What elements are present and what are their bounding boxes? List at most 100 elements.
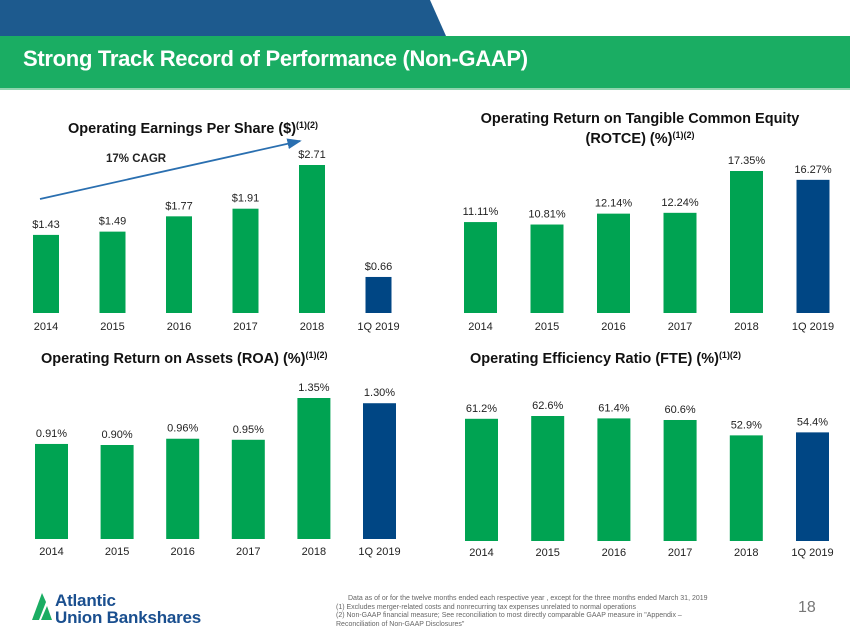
eps-x-tick-label: 2014 [34, 321, 58, 333]
efficiency-x-tick-label: 1Q 2019 [791, 547, 833, 559]
eps-x-tick-label: 2017 [233, 321, 257, 333]
roa-bar-2017 [231, 439, 265, 539]
rotce-bar-2014 [464, 222, 497, 313]
rotce-bar-2017 [663, 212, 697, 313]
roa-chart-title: Operating Return on Assets (ROA) (%)(1)(… [41, 350, 328, 367]
footnote-1: (1) Excludes merger-related costs and no… [336, 603, 636, 611]
eps-bar-1q-2019 [365, 276, 392, 313]
rotce-value-label: 10.81% [528, 209, 566, 221]
efficiency-x-tick-label: 2016 [602, 547, 626, 559]
rotce-bar-2016 [597, 213, 630, 313]
roa-value-label: 1.35% [298, 382, 329, 394]
rotce-x-tick-label: 1Q 2019 [792, 321, 834, 333]
efficiency-bar-2017 [663, 419, 697, 541]
efficiency-value-label: 61.4% [598, 402, 629, 414]
cagr-label: 17% CAGR [106, 153, 167, 165]
roa-x-tick-label: 2016 [170, 546, 194, 558]
rotce-bar-2018 [730, 171, 763, 313]
logo-mark-icon [32, 593, 52, 620]
efficiency-x-tick-label: 2014 [469, 547, 493, 559]
roa-x-tick-label: 2017 [236, 546, 260, 558]
efficiency-chart-title: Operating Efficiency Ratio (FTE) (%)(1)(… [470, 350, 741, 367]
efficiency-bar-2015 [531, 416, 565, 541]
company-logo: Atlantic Union Bankshares [55, 592, 201, 626]
eps-x-tick-label: 1Q 2019 [357, 321, 399, 333]
eps-bar-2015 [99, 231, 126, 313]
footnote-2: (2) Non-GAAP financial measure; See reco… [336, 612, 682, 619]
efficiency-x-tick-label: 2018 [734, 547, 758, 559]
efficiency-x-tick-label: 2017 [668, 547, 692, 559]
cagr-trend-arrow [39, 138, 302, 200]
rotce-value-label: 16.27% [794, 164, 832, 176]
roa-bar-1q-2019 [363, 403, 396, 539]
page-title: Strong Track Record of Performance (Non-… [23, 46, 528, 71]
roa-x-tick-label: 2018 [302, 546, 326, 558]
roa-x-tick-label: 2014 [39, 546, 63, 558]
logo-line1: Atlantic [55, 591, 116, 610]
rotce-x-tick-label: 2018 [734, 321, 758, 333]
eps-value-label: $1.91 [232, 193, 260, 205]
title-bar: Strong Track Record of Performance (Non-… [0, 36, 850, 90]
efficiency-bar-2014 [465, 418, 498, 541]
efficiency-value-label: 61.2% [466, 403, 497, 415]
roa-x-tick-label: 1Q 2019 [358, 546, 400, 558]
roa-bar-2018 [297, 398, 331, 539]
eps-chart-title: Operating Earnings Per Share ($)(1)(2) [68, 120, 318, 137]
roa-value-label: 1.30% [364, 387, 395, 399]
roa-bar-2014 [35, 443, 68, 539]
efficiency-bar-2018 [729, 435, 763, 541]
logo-line2: Union Bankshares [55, 608, 202, 627]
rotce-chart: 11.11% 2014 10.81% 2015 12.14% 2016 12.24% 2017… [463, 155, 834, 333]
roa-value-label: 0.95% [233, 424, 264, 436]
rotce-value-label: 11.11% [463, 206, 499, 218]
rotce-chart-title-line1: Operating Return on Tangible Common Equi… [481, 111, 800, 127]
eps-bar-2017 [232, 208, 259, 313]
efficiency-value-label: 54.4% [797, 416, 828, 428]
eps-value-label: $1.43 [32, 219, 60, 231]
efficiency-bar-1q-2019 [796, 432, 829, 541]
eps-bar-2018 [299, 165, 325, 313]
roa-bar-2015 [100, 445, 134, 539]
efficiency-value-label: 52.9% [731, 419, 762, 431]
page-number: 18 [798, 599, 816, 616]
eps-value-label: $0.66 [365, 261, 393, 273]
footnotes: Data as of or for the twelve months ende… [336, 595, 806, 629]
title-divider [0, 88, 850, 90]
rotce-value-label: 12.14% [595, 198, 633, 210]
roa-chart: 0.91% 2014 0.90% 2015 0.96% 2016 0.95% 2017 1.35… [35, 382, 401, 558]
rotce-x-tick-label: 2014 [468, 321, 492, 333]
roa-x-tick-label: 2015 [105, 546, 129, 558]
eps-x-tick-label: 2016 [167, 321, 191, 333]
rotce-bar-2015 [530, 224, 564, 313]
rotce-value-label: 17.35% [728, 155, 766, 167]
footnote-data-note: Data as of or for the twelve months ende… [348, 595, 708, 602]
efficiency-chart: 61.2% 2014 62.6% 2015 61.4% 2016 60.6% 2017 52.9… [465, 400, 834, 559]
bars-layer: $1.43 2014 $1.49 2015 $1.77 2016 $1.91 2017 $2.7… [32, 149, 834, 559]
eps-chart: $1.43 2014 $1.49 2015 $1.77 2016 $1.91 2017 $2.7… [32, 149, 399, 333]
footnote-2-cont: Reconciliation of Non-GAAP Disclosures" [336, 620, 465, 628]
rotce-chart-title-line2: (ROTCE) (%)(1)(2) [586, 130, 695, 147]
roa-value-label: 0.96% [167, 423, 198, 435]
rotce-x-tick-label: 2015 [535, 321, 559, 333]
rotce-bar-1q-2019 [796, 179, 830, 313]
header-band-shape [0, 0, 446, 36]
eps-value-label: $1.49 [99, 216, 127, 228]
eps-value-label: $2.71 [298, 149, 326, 161]
roa-value-label: 0.91% [36, 428, 67, 440]
roa-value-label: 0.90% [101, 429, 132, 441]
rotce-x-tick-label: 2017 [668, 321, 692, 333]
rotce-x-tick-label: 2016 [601, 321, 625, 333]
header-band [0, 0, 446, 36]
efficiency-bar-2016 [597, 418, 631, 541]
roa-bar-2016 [166, 438, 200, 539]
efficiency-value-label: 62.6% [532, 400, 563, 412]
rotce-value-label: 12.24% [661, 197, 699, 209]
efficiency-value-label: 60.6% [664, 404, 695, 416]
eps-x-tick-label: 2015 [100, 321, 124, 333]
eps-bar-2014 [33, 234, 59, 313]
eps-value-label: $1.77 [165, 200, 193, 212]
eps-bar-2016 [166, 216, 192, 313]
eps-x-tick-label: 2018 [300, 321, 324, 333]
efficiency-x-tick-label: 2015 [535, 547, 559, 559]
